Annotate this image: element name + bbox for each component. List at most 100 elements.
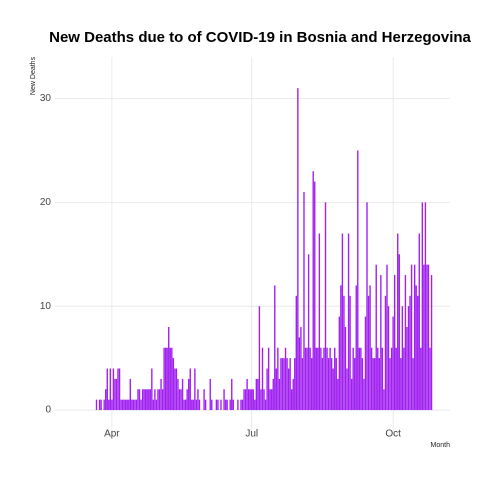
bar [123, 399, 125, 411]
bar [301, 358, 304, 411]
bar [166, 347, 168, 411]
bar [231, 378, 233, 411]
bar [344, 326, 347, 411]
bar [204, 399, 207, 411]
bar [329, 347, 331, 411]
bar [157, 389, 159, 411]
bar [263, 389, 265, 411]
bar [291, 389, 293, 411]
bar [194, 368, 196, 411]
bar [314, 181, 316, 411]
bar [115, 378, 118, 411]
bar [117, 368, 119, 411]
bar [197, 389, 199, 411]
bar [320, 347, 322, 411]
bar [257, 378, 259, 411]
bar [420, 347, 422, 411]
bar [215, 399, 218, 411]
bar [143, 389, 145, 411]
bar [152, 399, 155, 411]
bar [366, 202, 368, 411]
bar [209, 378, 211, 411]
bar [310, 358, 313, 411]
bar [393, 275, 396, 411]
bar [252, 389, 254, 411]
bar [184, 399, 187, 411]
bar [284, 347, 287, 411]
bar [232, 399, 234, 411]
bar [412, 358, 414, 411]
bar [281, 358, 284, 411]
bar [132, 399, 135, 411]
bar [417, 295, 419, 411]
bar [315, 347, 317, 411]
bar [321, 358, 324, 411]
bar [121, 399, 124, 411]
bar [334, 347, 336, 411]
bar [400, 358, 402, 411]
bar [380, 275, 382, 411]
bar [277, 347, 279, 411]
y-tick-label: 20 [40, 197, 52, 208]
bar [272, 378, 274, 411]
bar [355, 285, 357, 411]
bar [384, 295, 387, 411]
bar [375, 264, 377, 411]
bar [258, 306, 261, 411]
bar [421, 202, 424, 411]
bar [220, 399, 222, 411]
bar [304, 347, 307, 411]
bar [149, 389, 151, 411]
bar [98, 399, 101, 411]
bar [332, 368, 334, 411]
bar [169, 347, 171, 411]
bar [392, 316, 394, 411]
bar [349, 295, 351, 411]
bar [303, 191, 305, 411]
bar [297, 88, 299, 411]
bar [274, 285, 276, 411]
bar [415, 285, 417, 411]
bar [280, 358, 282, 411]
bar [346, 368, 348, 411]
bar [146, 389, 148, 411]
bar [254, 399, 256, 411]
bar [251, 389, 253, 411]
bar [306, 347, 308, 411]
bar [260, 389, 262, 411]
bar [183, 399, 185, 411]
bar [192, 399, 195, 411]
bar [244, 389, 247, 411]
bar [211, 399, 213, 411]
bar [294, 358, 296, 411]
bar [237, 399, 239, 411]
bar [249, 389, 251, 411]
bar [369, 285, 371, 411]
bar [387, 306, 390, 411]
bar [323, 347, 325, 411]
bar [246, 378, 248, 411]
bar [395, 347, 397, 411]
bar [154, 389, 156, 411]
bar [378, 358, 380, 411]
bar [177, 378, 179, 411]
bar [286, 358, 288, 411]
bar [186, 389, 188, 411]
bar [397, 233, 399, 411]
bar [261, 347, 264, 411]
bar [95, 399, 98, 411]
bar [247, 389, 250, 411]
bar [155, 399, 158, 411]
bar [354, 358, 356, 411]
bar [309, 347, 311, 411]
bar [112, 368, 115, 411]
bar [335, 358, 337, 411]
bar [383, 389, 385, 411]
bar [128, 399, 130, 411]
bar [109, 368, 112, 411]
bar [398, 254, 400, 411]
x-tick-label: Oct [385, 429, 401, 440]
bar [144, 389, 147, 411]
bar [403, 347, 405, 411]
bar [410, 264, 413, 411]
